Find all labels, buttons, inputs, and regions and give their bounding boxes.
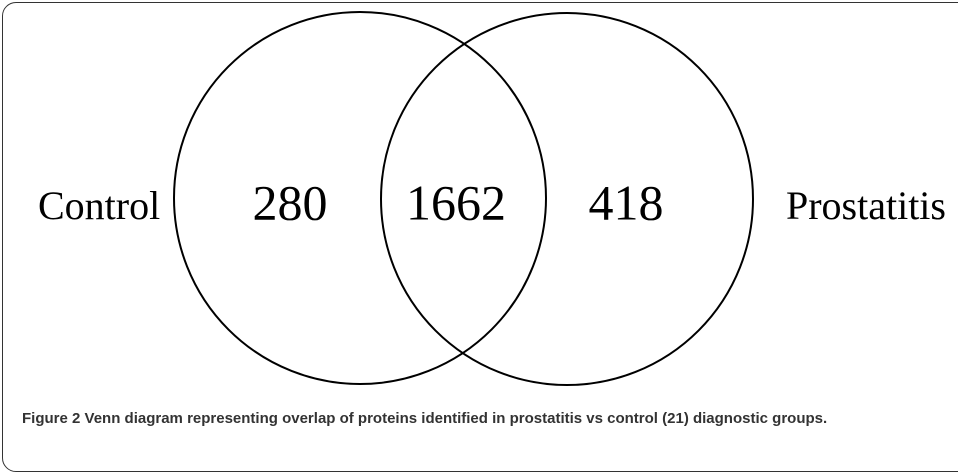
figure-caption: Figure 2 Venn diagram representing overl… bbox=[22, 408, 940, 430]
figure-label: Figure 2 bbox=[22, 410, 81, 427]
region-count: 1662 bbox=[406, 174, 506, 230]
control-circle bbox=[173, 11, 547, 385]
venn-diagram: Control Prostatitis 280 1662 418 bbox=[38, 11, 946, 386]
caption-text: Venn diagram representing overlap of pro… bbox=[84, 410, 828, 427]
prostatitis-circle bbox=[380, 12, 754, 386]
set-label: Control bbox=[38, 183, 160, 228]
set-label: Prostatitis bbox=[786, 183, 946, 228]
region-count: 418 bbox=[589, 174, 664, 230]
region-count: 280 bbox=[253, 174, 328, 230]
